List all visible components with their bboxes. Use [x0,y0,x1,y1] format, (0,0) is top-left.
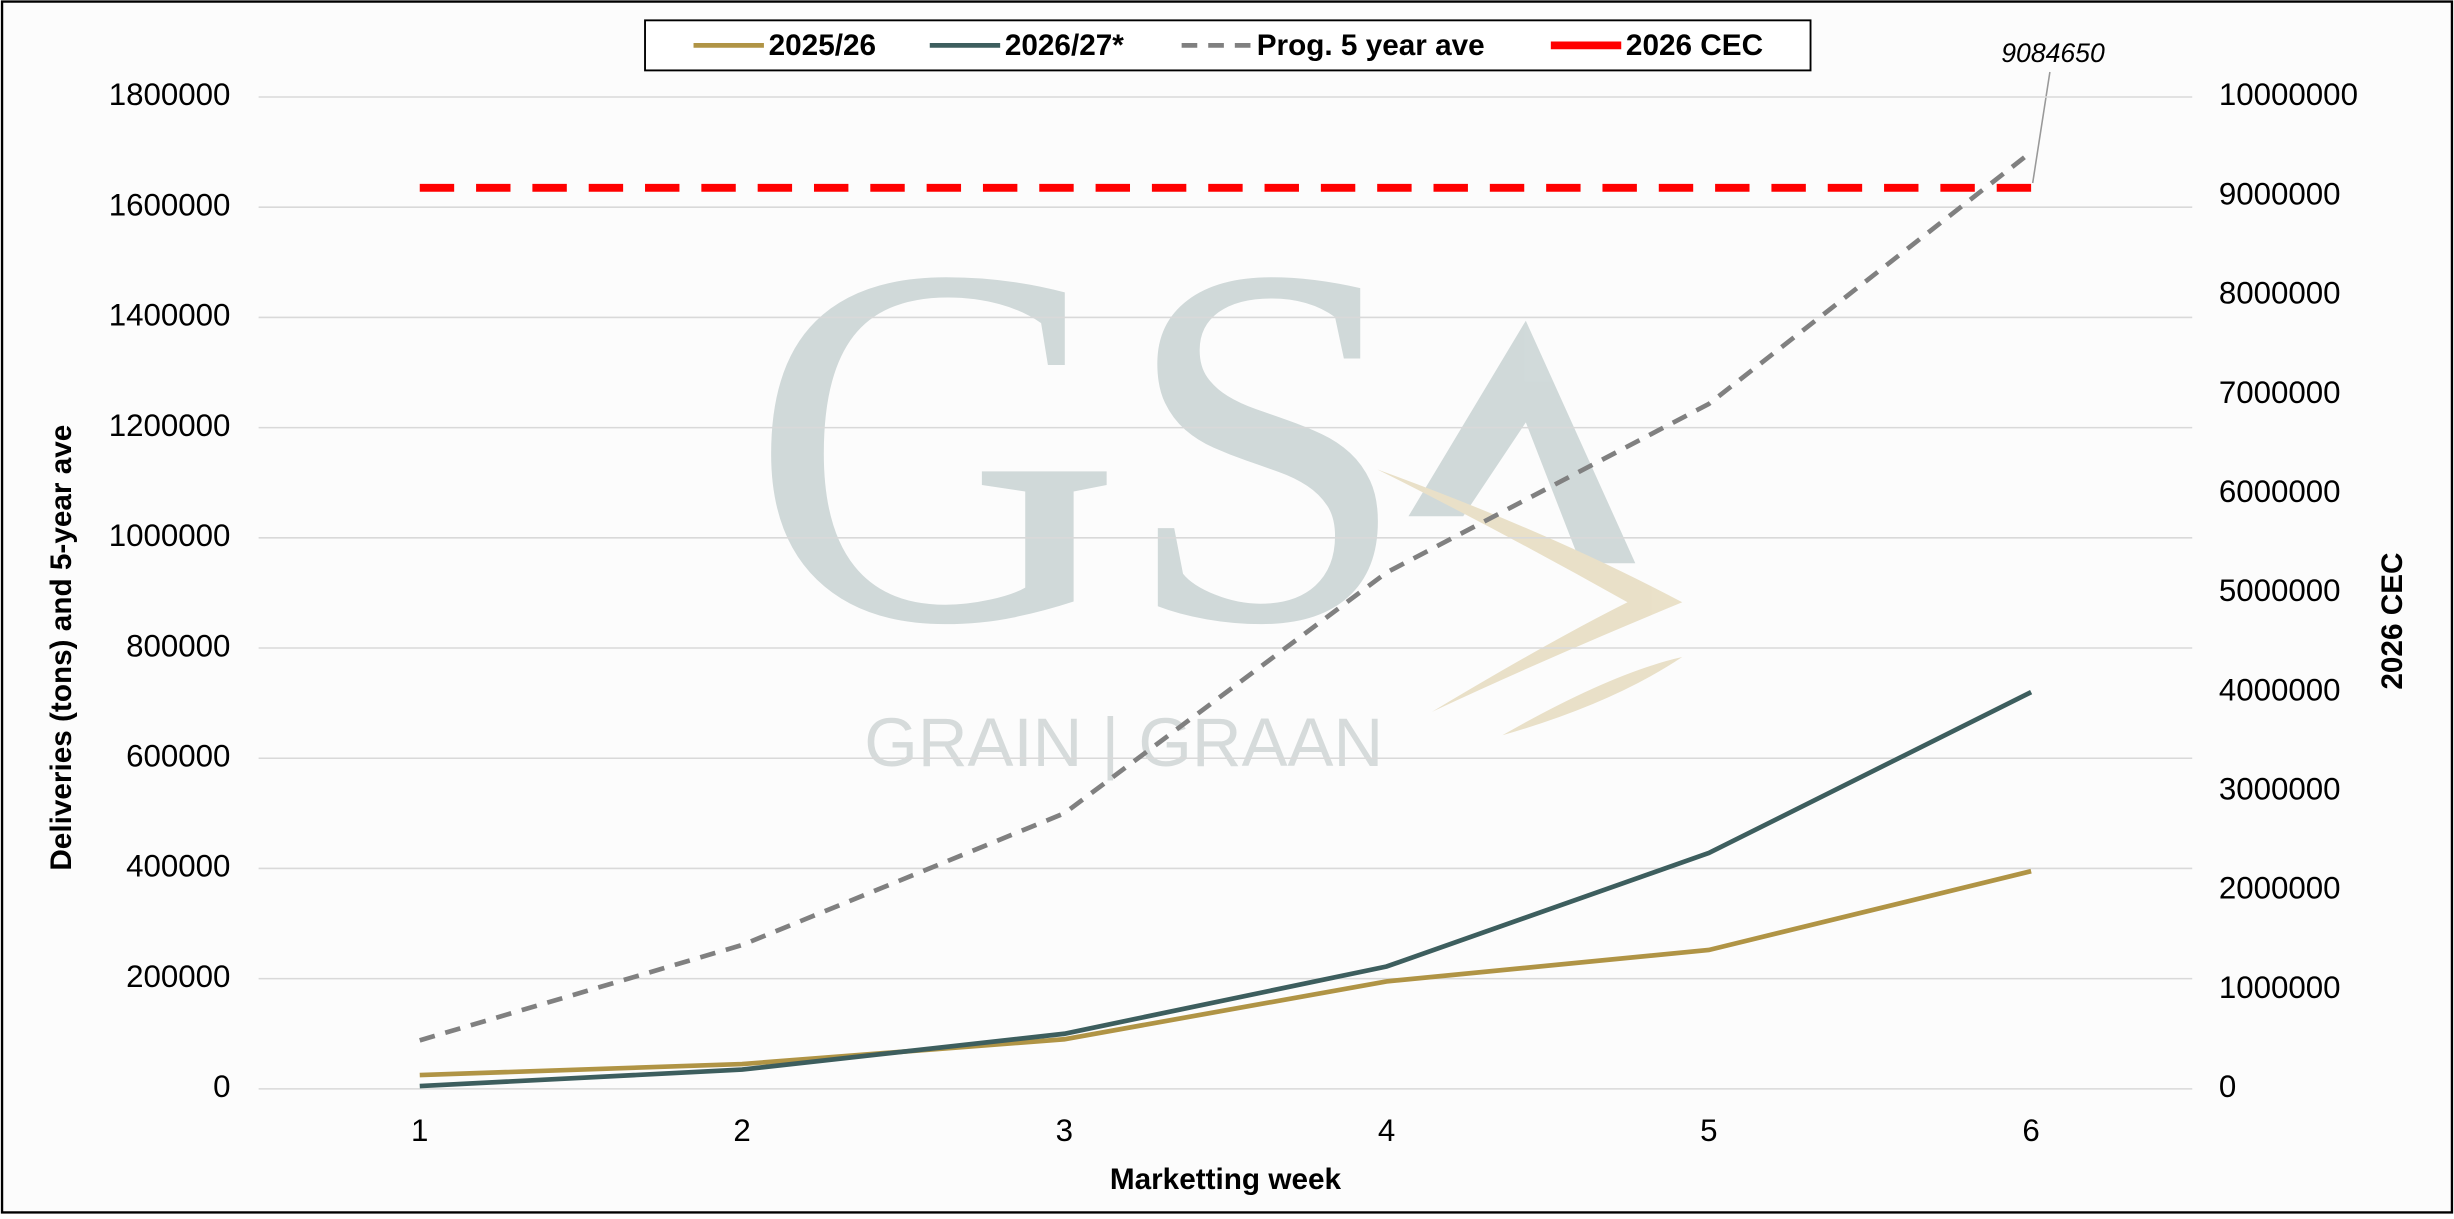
y2-axis-title: 2026 CEC [2376,553,2409,690]
legend-label: Prog. 5 year ave [1257,29,1485,62]
y-tick-label: 1400000 [109,298,231,333]
y-tick-label: 1200000 [109,408,231,443]
y2-tick-label: 9000000 [2219,176,2341,211]
x-tick-label: 6 [2022,1113,2039,1148]
series-line [419,690,2033,1089]
watermark-swoosh [1377,469,1683,712]
x-axis-title: Marketting week [1110,1163,1342,1196]
y2-tick-label: 5000000 [2219,573,2341,608]
y2-tick-label: 1000000 [2219,970,2341,1005]
y2-tick-label: 7000000 [2219,375,2341,410]
watermark-logo: GS [750,159,1410,731]
y-tick-label: 200000 [126,959,230,994]
x-tick-label: 3 [1056,1113,1073,1148]
y-tick-label: 400000 [126,849,230,884]
watermark: GS GRAIN | GRAAN [750,159,1683,781]
y2-tick-label: 6000000 [2219,474,2341,509]
legend-label: 2026/27* [1005,29,1124,62]
x-tick-label: 5 [1700,1113,1717,1148]
y2-tick-label: 0 [2219,1069,2236,1104]
annotation-leader [2031,71,2051,184]
y2-tick-label: 8000000 [2219,276,2341,311]
series-line [419,868,2032,1078]
y-tick-label: 1800000 [109,77,231,112]
y2-tick-label: 10000000 [2219,77,2358,112]
legend-label: 2026 CEC [1626,29,1763,62]
watermark-swoosh [1502,657,1683,736]
annotation: 9084650 [2001,38,2105,68]
y-tick-label: 600000 [126,738,230,773]
legend-label: 2025/26 [769,29,876,62]
y2-tick-label: 3000000 [2219,772,2341,807]
y2-tick-label: 2000000 [2219,871,2341,906]
y-tick-label: 1600000 [109,187,231,222]
y-tick-label: 800000 [126,628,230,663]
series-line [419,150,2033,1043]
x-tick-label: 4 [1378,1113,1395,1148]
x-tick-label: 2 [733,1113,750,1148]
watermark-a [1408,320,1636,564]
y-tick-label: 0 [213,1069,230,1104]
x-tick-label: 1 [411,1113,428,1148]
y-tick-label: 1000000 [109,518,231,553]
y2-tick-label: 4000000 [2219,672,2341,707]
y-axis-title: Deliveries (tons) and 5-year ave [45,425,78,871]
